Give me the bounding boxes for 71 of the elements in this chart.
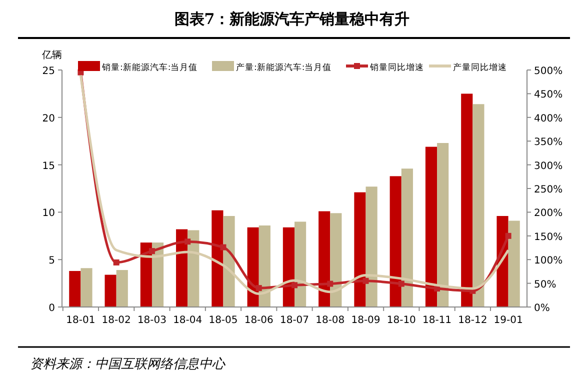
y-tick-label: 15 (42, 160, 55, 172)
x-tick-label: 18-05 (208, 315, 238, 326)
point (220, 244, 226, 250)
x-tick-label: 18-02 (102, 315, 131, 326)
bar (116, 270, 128, 307)
y2-tick-label: 150% (534, 232, 563, 243)
bar (258, 225, 270, 307)
x-tick-label: 18-12 (458, 315, 488, 326)
bar (354, 192, 366, 307)
y2-tick-label: 450% (534, 90, 563, 101)
y-tick-label: 20 (42, 113, 55, 124)
point (256, 285, 262, 292)
y2-tick-label: 500% (534, 66, 563, 77)
x-tick-label: 19-01 (494, 315, 523, 326)
chart-title: 图表7：新能源汽车产销量稳中有升 (174, 10, 410, 28)
x-tick-label: 18-04 (173, 315, 202, 326)
point (184, 238, 191, 245)
y2-tick-label: 0% (534, 303, 550, 314)
bar (282, 227, 294, 307)
x-tick-label: 18-01 (66, 315, 96, 326)
legend-label: 产量同比增速 (453, 62, 507, 73)
y2-tick-label: 50% (534, 279, 556, 290)
point (292, 282, 298, 288)
y-tick-label: 10 (42, 208, 55, 220)
text: 资料来源：中国互联网络信息中心 (30, 356, 226, 372)
bar (390, 176, 402, 307)
bar (508, 220, 520, 307)
y-tick-label: 25 (42, 66, 55, 77)
bar (212, 210, 224, 307)
bar (80, 268, 92, 307)
bar (318, 211, 330, 307)
bar (69, 270, 81, 307)
y2-tick-label: 350% (534, 137, 563, 148)
x-tick-label: 18-11 (422, 315, 452, 326)
bar (294, 222, 306, 307)
bar (425, 146, 438, 307)
x-tick-label: 18-10 (386, 315, 416, 326)
bar (330, 213, 342, 307)
x-tick-label: 18-07 (280, 315, 310, 326)
y-tick-label: 5 (48, 256, 55, 267)
x-tick-label: 18-08 (316, 315, 345, 326)
x-tick-label: 18-06 (244, 315, 274, 326)
y2-tick-label: 250% (534, 184, 563, 196)
bar (437, 142, 449, 307)
bar (223, 216, 235, 307)
legend-label: 销量同比增速 (369, 62, 424, 73)
bar (461, 94, 473, 307)
y2-tick-label: 200% (534, 208, 563, 220)
point (113, 259, 120, 266)
y-axis-title: 亿辆 (41, 49, 62, 61)
point (398, 280, 404, 287)
point (148, 248, 155, 254)
bar (366, 186, 378, 307)
y-tick-label: 0 (48, 303, 55, 314)
legend-label: 产量:新能源汽车:当月值 (236, 62, 332, 73)
y2-tick-label: 300% (534, 160, 563, 172)
bar (140, 242, 152, 307)
x-tick-label: 18-03 (137, 315, 167, 326)
point (505, 232, 512, 239)
x-tick-label: 18-09 (351, 315, 380, 326)
point (327, 280, 334, 287)
bar (104, 274, 116, 307)
bar (188, 230, 200, 307)
y2-tick-label: 100% (534, 256, 563, 267)
bar (176, 229, 188, 307)
y2-tick-label: 400% (534, 113, 563, 124)
bar (247, 227, 259, 307)
legend-label: 销量:新能源汽车:当月值 (101, 62, 198, 73)
bar (472, 104, 484, 307)
point (362, 278, 369, 284)
bar (401, 168, 413, 307)
